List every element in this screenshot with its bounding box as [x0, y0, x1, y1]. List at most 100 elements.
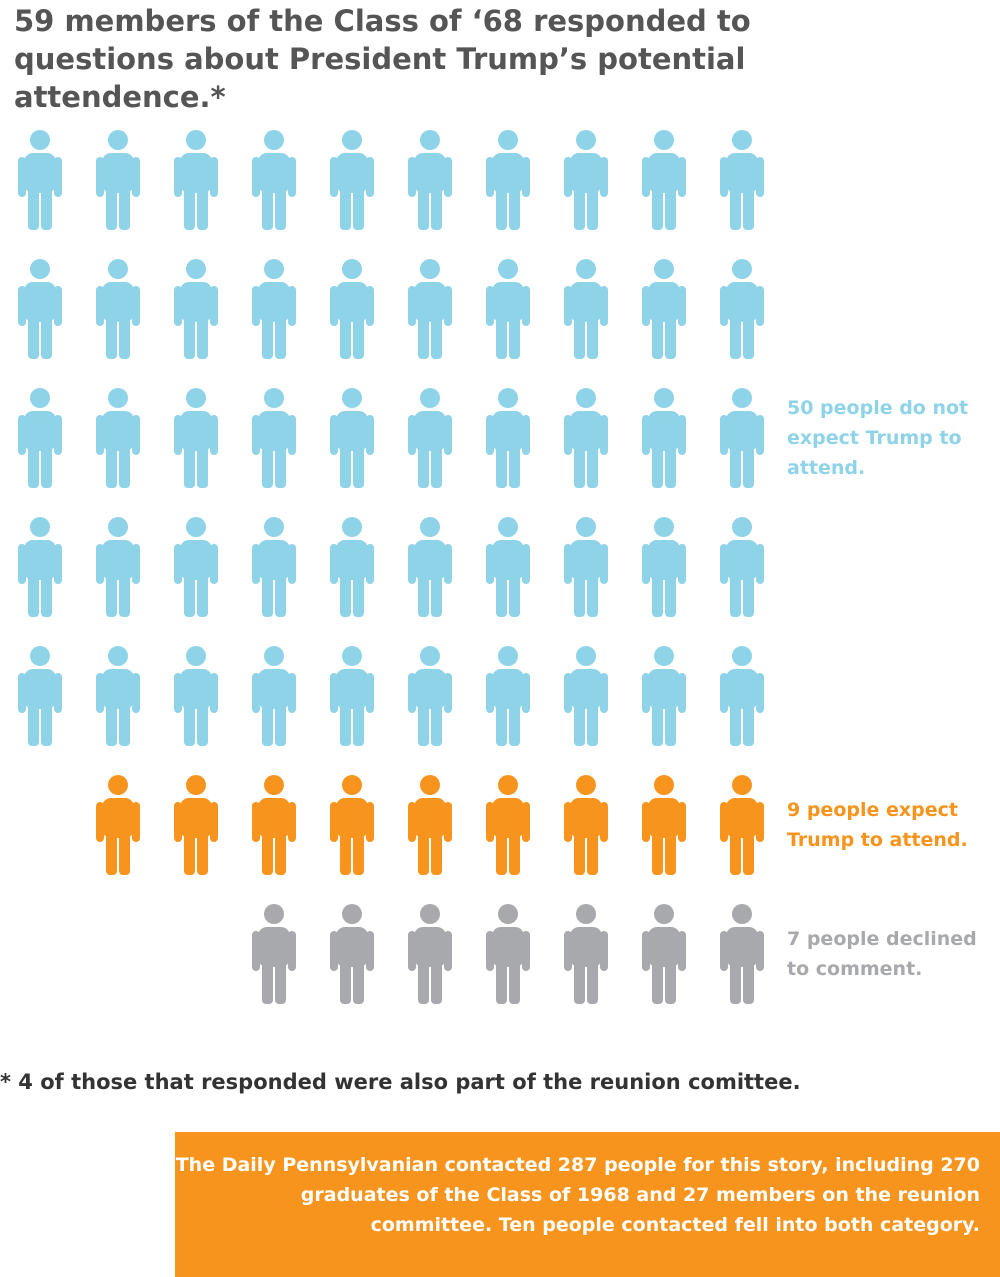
- icon-part: [408, 157, 416, 197]
- icon-part: [24, 669, 56, 709]
- icon-part: [509, 830, 520, 875]
- icon-part: [197, 572, 208, 617]
- icon-part: [444, 415, 452, 455]
- icon-part: [353, 443, 364, 488]
- icon-part: [665, 185, 676, 230]
- icon-part: [600, 157, 608, 197]
- icon-part: [342, 517, 362, 537]
- person-icon: [174, 259, 218, 359]
- icon-part: [509, 572, 520, 617]
- person-icon: [174, 130, 218, 230]
- icon-part: [264, 130, 284, 150]
- icon-part: [570, 669, 602, 709]
- icon-part: [336, 540, 368, 580]
- icon-part: [262, 443, 273, 488]
- icon-part: [418, 830, 429, 875]
- person-icon: [408, 904, 452, 1004]
- icon-part: [498, 904, 518, 924]
- icon-part: [330, 544, 338, 584]
- icon-part: [726, 927, 758, 967]
- icon-part: [576, 904, 596, 924]
- icon-part: [30, 517, 50, 537]
- person-icon: [252, 388, 296, 488]
- icon-part: [574, 701, 585, 746]
- icon-part: [54, 544, 62, 584]
- person-icon: [330, 517, 374, 617]
- icon-part: [726, 798, 758, 838]
- icon-part: [587, 959, 598, 1004]
- person-icon: [720, 646, 764, 746]
- icon-part: [252, 286, 260, 326]
- icon-part: [642, 286, 650, 326]
- icon-part: [576, 259, 596, 279]
- icon-part: [288, 931, 296, 971]
- person-icon: [174, 646, 218, 746]
- icon-part: [522, 802, 530, 842]
- icon-part: [678, 415, 686, 455]
- icon-part: [414, 153, 446, 193]
- icon-part: [197, 314, 208, 359]
- icon-part: [340, 443, 351, 488]
- icon-part: [41, 185, 52, 230]
- icon-part: [496, 314, 507, 359]
- icon-part: [431, 830, 442, 875]
- icon-part: [522, 931, 530, 971]
- icon-part: [730, 572, 741, 617]
- person-icon: [174, 775, 218, 875]
- icon-part: [496, 959, 507, 1004]
- icon-part: [275, 701, 286, 746]
- icon-part: [336, 411, 368, 451]
- person-icon: [486, 259, 530, 359]
- icon-part: [366, 544, 374, 584]
- icon-part: [418, 443, 429, 488]
- icon-part: [288, 544, 296, 584]
- icon-part: [180, 798, 212, 838]
- icon-part: [119, 443, 130, 488]
- person-icon: [18, 130, 62, 230]
- person-icon: [408, 775, 452, 875]
- icon-part: [652, 443, 663, 488]
- icon-part: [30, 259, 50, 279]
- icon-part: [431, 572, 442, 617]
- icon-part: [756, 931, 764, 971]
- icon-part: [492, 540, 524, 580]
- icon-part: [108, 646, 128, 666]
- person-icon: [564, 646, 608, 746]
- icon-part: [197, 830, 208, 875]
- icon-part: [492, 411, 524, 451]
- person-icon: [330, 259, 374, 359]
- icon-part: [132, 673, 140, 713]
- icon-part: [252, 673, 260, 713]
- person-icon: [720, 388, 764, 488]
- icon-part: [264, 646, 284, 666]
- group-label: 7 people declined to comment.: [787, 928, 977, 980]
- icon-part: [492, 153, 524, 193]
- group-label: 50 people do not expect Trump to attend.: [787, 397, 969, 479]
- icon-part: [600, 415, 608, 455]
- icon-part: [366, 157, 374, 197]
- icon-part: [106, 443, 117, 488]
- icon-part: [665, 959, 676, 1004]
- icon-part: [252, 931, 260, 971]
- icon-part: [180, 669, 212, 709]
- icon-part: [564, 286, 572, 326]
- chart: [18, 130, 764, 1004]
- icon-part: [743, 314, 754, 359]
- icon-part: [330, 931, 338, 971]
- icon-part: [665, 830, 676, 875]
- icon-part: [102, 669, 134, 709]
- person-icon: [720, 517, 764, 617]
- icon-part: [570, 927, 602, 967]
- icon-part: [418, 572, 429, 617]
- icon-part: [210, 415, 218, 455]
- icon-part: [262, 701, 273, 746]
- icon-part: [210, 673, 218, 713]
- icon-part: [275, 830, 286, 875]
- icon-part: [726, 153, 758, 193]
- icon-part: [197, 443, 208, 488]
- icon-part: [102, 411, 134, 451]
- icon-part: [726, 411, 758, 451]
- icon-part: [498, 646, 518, 666]
- person-icon: [486, 388, 530, 488]
